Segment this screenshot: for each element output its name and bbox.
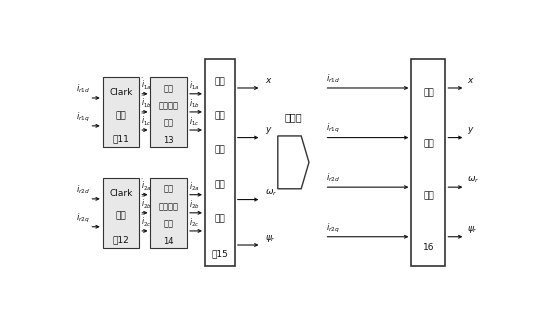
Text: $i_{2a}$: $i_{2a}$ (189, 180, 199, 193)
Bar (103, 178, 139, 248)
Text: $i_{1b}$: $i_{1b}$ (189, 98, 199, 110)
Text: 电流: 电流 (164, 84, 174, 93)
Text: $i_{2c}$: $i_{2c}$ (189, 217, 199, 229)
Bar (103, 77, 139, 147)
Text: $i_{r1q}$: $i_{r1q}$ (326, 122, 340, 135)
Text: 步电: 步电 (214, 146, 225, 155)
Text: $\dot{i}_{2b}$: $\dot{i}_{2b}$ (141, 196, 152, 211)
Text: $i_{r2q}$: $i_{r2q}$ (326, 222, 340, 235)
Text: 逆变: 逆变 (116, 212, 126, 221)
Text: $x$: $x$ (265, 76, 272, 85)
Bar (411, 59, 445, 266)
Text: $y$: $y$ (467, 125, 475, 136)
Text: 机负: 机负 (214, 180, 225, 189)
Text: 变器: 变器 (164, 220, 174, 229)
Text: $\omega_r$: $\omega_r$ (265, 187, 277, 198)
Text: 承异: 承异 (214, 111, 225, 120)
Text: $i_{1a}$: $i_{1a}$ (189, 80, 199, 92)
Text: 跟踪型逆: 跟踪型逆 (159, 202, 179, 211)
Text: 14: 14 (163, 237, 174, 246)
Text: $\dot{i}_{1c}$: $\dot{i}_{1c}$ (141, 113, 152, 128)
Text: 变器: 变器 (164, 119, 174, 128)
Text: $\psi_r$: $\psi_r$ (265, 233, 276, 244)
Text: 型15: 型15 (211, 249, 228, 258)
Polygon shape (278, 136, 309, 189)
Text: $\dot{i}_{2a}$: $\dot{i}_{2a}$ (141, 178, 152, 193)
Text: $\dot{i}_{2c}$: $\dot{i}_{2c}$ (141, 214, 152, 229)
Text: $i_{r1d}$: $i_{r1d}$ (326, 72, 340, 85)
Bar (151, 178, 187, 248)
Text: $i_{r2d}$: $i_{r2d}$ (326, 171, 340, 184)
Text: $i_{r1q}$: $i_{r1q}$ (76, 110, 90, 124)
Text: $i_{2b}$: $i_{2b}$ (189, 198, 199, 211)
Text: 无轴: 无轴 (214, 77, 225, 86)
Text: Clark: Clark (109, 188, 133, 197)
Text: 推12: 推12 (113, 235, 129, 244)
Text: 13: 13 (163, 136, 174, 145)
Text: $y$: $y$ (265, 125, 272, 136)
Text: $\psi_r$: $\psi_r$ (467, 224, 478, 236)
Text: $\dot{i}_{1b}$: $\dot{i}_{1b}$ (141, 95, 152, 110)
Text: 被控: 被控 (423, 140, 434, 149)
Text: Clark: Clark (109, 88, 133, 97)
Text: 逆变: 逆变 (116, 111, 126, 120)
Text: 对象: 对象 (423, 192, 434, 200)
Text: $x$: $x$ (467, 76, 475, 85)
Text: 载模: 载模 (214, 215, 225, 224)
Bar (205, 59, 235, 266)
Text: 推11: 推11 (113, 134, 129, 143)
Text: $i_{r2q}$: $i_{r2q}$ (76, 212, 90, 225)
Text: $i_{1c}$: $i_{1c}$ (189, 116, 199, 128)
Text: $\dot{i}_{1a}$: $\dot{i}_{1a}$ (141, 77, 152, 92)
Bar (151, 77, 187, 147)
Text: $i_{r1d}$: $i_{r1d}$ (76, 82, 91, 95)
Text: 16: 16 (423, 243, 434, 252)
Text: 等效为: 等效为 (285, 112, 302, 122)
Text: 电流: 电流 (164, 185, 174, 194)
Text: 跟踪型逆: 跟踪型逆 (159, 101, 179, 110)
Text: $\omega_r$: $\omega_r$ (467, 175, 480, 185)
Text: 复合: 复合 (423, 88, 434, 97)
Text: $i_{r2d}$: $i_{r2d}$ (76, 183, 91, 196)
